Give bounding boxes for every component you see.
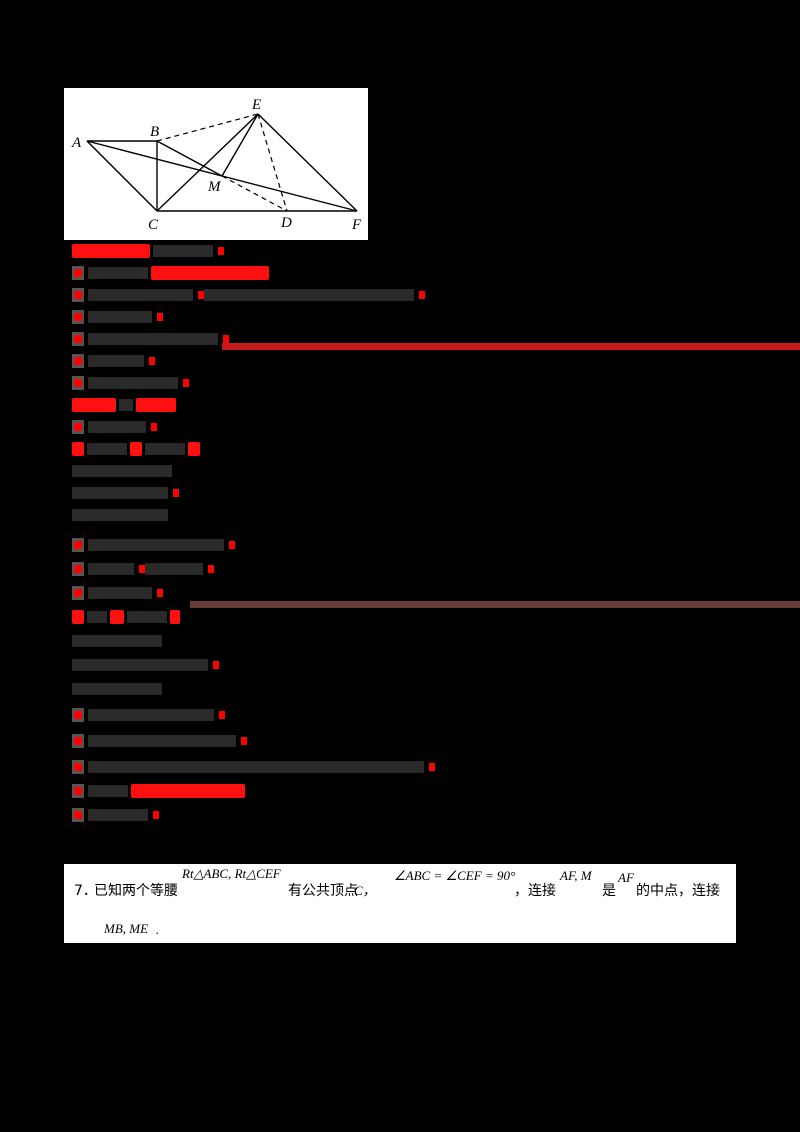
solution-line <box>72 680 165 698</box>
solution-line <box>72 374 189 392</box>
solution-line <box>72 758 435 776</box>
solution-line <box>72 782 248 800</box>
geometry-diagram: A B C E M D F <box>71 97 362 233</box>
problem-7: 7． 已知两个等腰 Rt△ABC, Rt△CEF 有公共顶点 C， ∠ABC =… <box>64 864 736 943</box>
problem-math: ∠ABC = ∠CEF = 90° <box>394 868 516 883</box>
solution-line <box>72 506 171 524</box>
solution-line <box>72 330 229 348</box>
solution-line <box>72 440 203 458</box>
point-label-e: E <box>251 97 261 113</box>
solution-line <box>72 732 247 750</box>
point-label-a: A <box>71 135 82 151</box>
solution-line <box>72 484 179 502</box>
solution-line <box>72 806 159 824</box>
problem-math: MB, ME <box>104 921 149 936</box>
solution-line <box>72 608 183 626</box>
solution-line <box>72 584 163 602</box>
problem-text: 有公共顶点 <box>288 883 358 899</box>
problem-text: 的中点，连接 <box>636 883 720 899</box>
solution-line <box>72 242 224 260</box>
problem-text: ，连接 <box>514 883 556 899</box>
solution-line <box>72 264 272 282</box>
point-label-f: F <box>351 217 362 233</box>
solution-line <box>72 462 175 480</box>
point-label-c: C <box>148 217 159 233</box>
problem-text: 已知两个等腰 <box>94 883 178 899</box>
geometry-figure: A B C E M D F <box>64 88 368 240</box>
point-label-m: M <box>207 179 222 195</box>
solution-line <box>72 396 179 414</box>
solution-line <box>72 536 235 554</box>
point-label-d: D <box>280 215 292 231</box>
problem-math: C， <box>354 883 376 898</box>
problem-text: . <box>156 922 160 937</box>
problem-math: Rt△ABC, Rt△CEF <box>182 866 281 881</box>
solution-line <box>72 352 155 370</box>
solution-line <box>72 418 157 436</box>
point-label-b: B <box>150 124 159 140</box>
solution-line <box>72 286 425 304</box>
solution-line <box>72 632 165 650</box>
solution-line <box>72 706 225 724</box>
problem-math: AF <box>618 870 634 885</box>
problem-number: 7． <box>74 883 97 899</box>
problem-text: 是 <box>602 883 616 899</box>
solution-line <box>72 560 214 578</box>
solution-line <box>72 308 163 326</box>
brown-highlight-bar <box>190 601 800 608</box>
problem-math: AF, M <box>560 868 592 883</box>
solution-line <box>72 656 219 674</box>
red-highlight-bar <box>222 343 800 350</box>
